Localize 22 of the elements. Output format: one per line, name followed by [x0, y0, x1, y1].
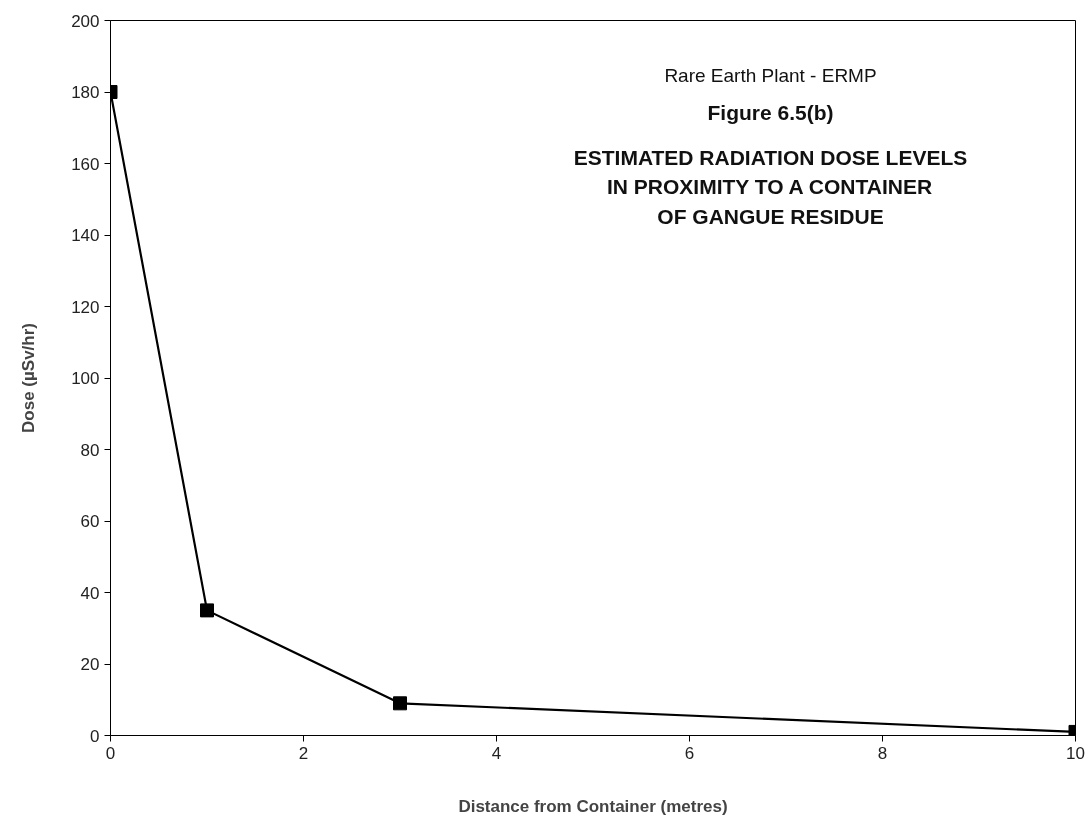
y-tick-label: 160 [71, 154, 100, 174]
y-tick-label: 40 [80, 583, 100, 603]
y-tick-label: 20 [80, 655, 100, 674]
annotation: ESTIMATED RADIATION DOSE LEVELS IN PROXIMITY TO A CONTAINER OF GANGUE RESIDUE [573, 145, 968, 229]
text: Figure 6.5(b) [707, 100, 834, 124]
text: Rare Earth Plant - ERMP [664, 64, 877, 86]
y-tick-label: 80 [80, 440, 100, 460]
y-tick-label: 100 [71, 369, 100, 388]
y-tick-label: 0 [90, 726, 100, 746]
y-tick-label: 60 [80, 512, 100, 531]
x-tick-label: 8 [877, 743, 888, 763]
y-tick-label: 180 [71, 83, 100, 102]
x-tick-label: 4 [491, 743, 502, 763]
x-tick-label: 6 [684, 743, 695, 763]
x-tick-label: 2 [298, 743, 309, 763]
x-tick-label: 10 [1066, 743, 1085, 763]
x-tick-label: 0 [105, 743, 116, 763]
y-tick-label: 140 [71, 226, 100, 245]
x-axis-title: Distance from Container (metres) [458, 796, 728, 816]
y-tick-label: 120 [71, 297, 100, 317]
y-tick-label: 200 [71, 11, 100, 31]
y-axis-title: Dose (µSv/hr) [19, 323, 39, 433]
